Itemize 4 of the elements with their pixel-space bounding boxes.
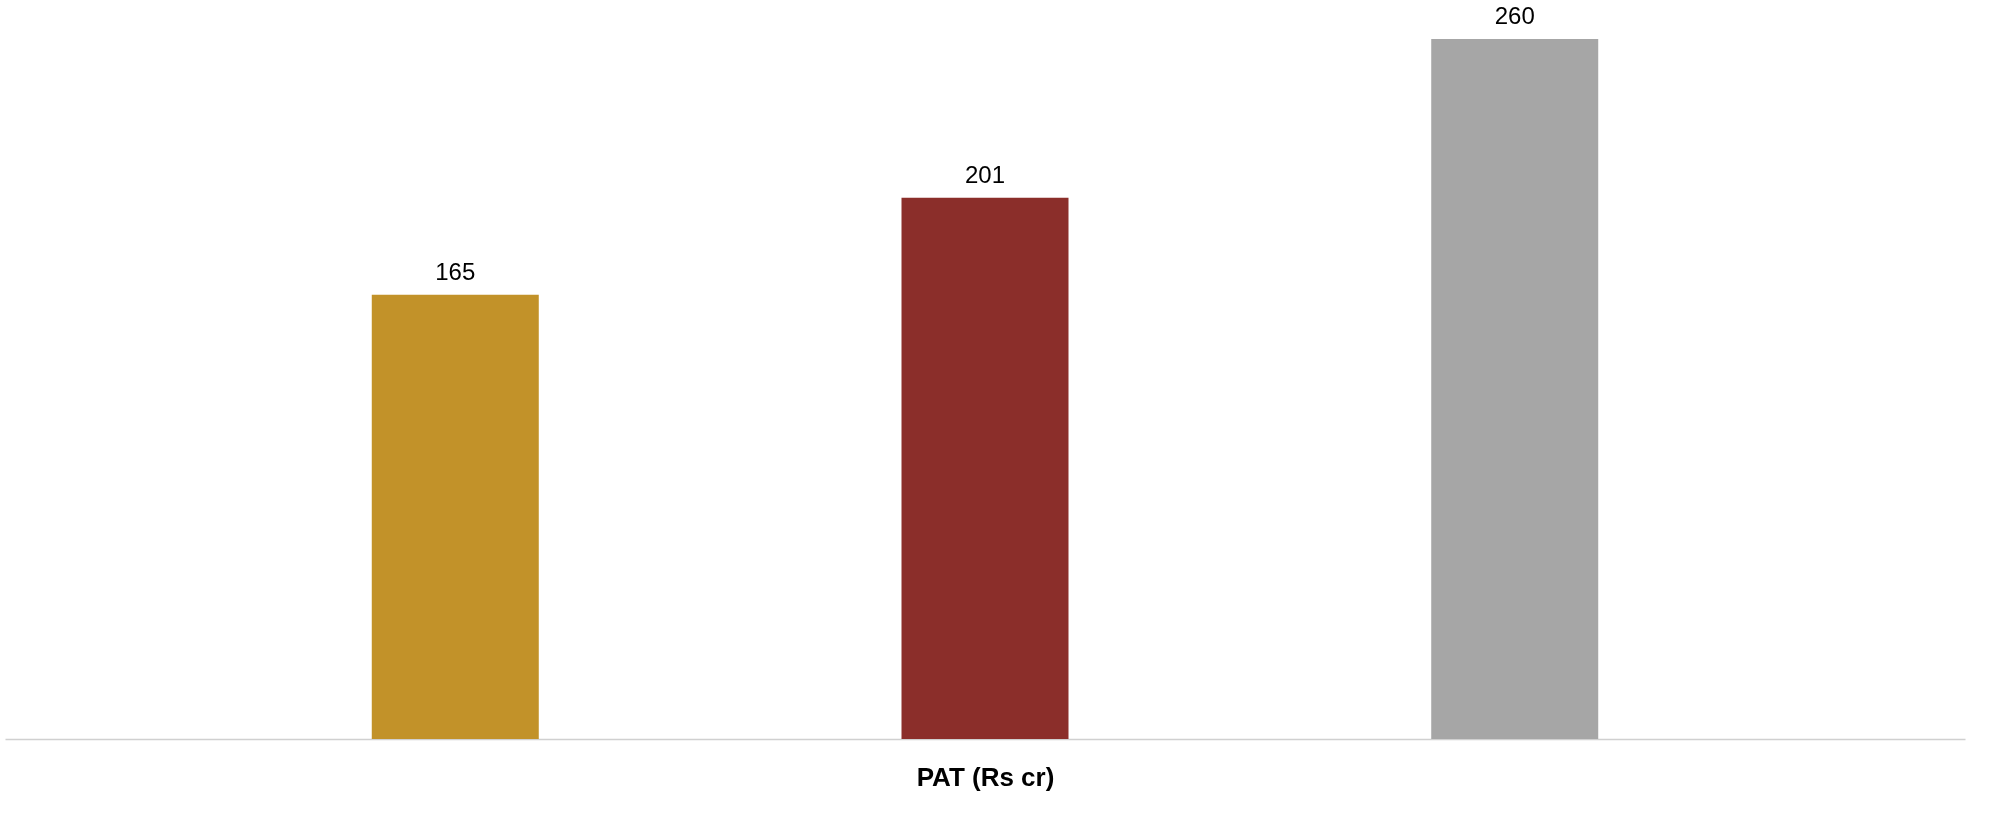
x-axis-title: PAT (Rs cr) <box>916 761 1055 792</box>
data-label: 201 <box>964 160 1006 188</box>
data-label: 260 <box>1494 2 1535 29</box>
data-label: 165 <box>435 257 476 285</box>
